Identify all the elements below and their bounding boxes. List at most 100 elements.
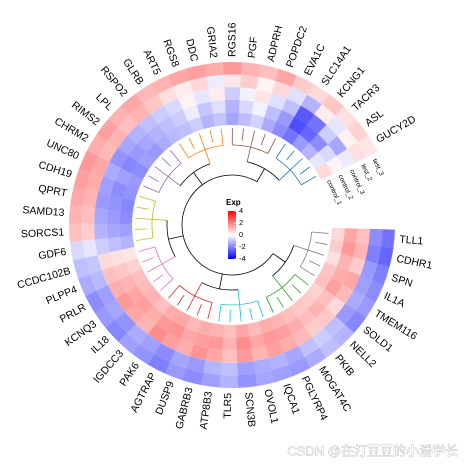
heatmap-cell xyxy=(345,290,365,312)
heatmap-cell xyxy=(157,116,177,135)
heatmap-cell xyxy=(303,347,327,369)
heatmap-cell xyxy=(252,357,273,374)
heatmap-cell xyxy=(291,75,314,95)
heatmap-cell xyxy=(126,285,145,305)
heatmap-cell xyxy=(106,208,121,224)
heatmap-cell xyxy=(298,291,317,309)
sample-label: test_3 xyxy=(371,158,385,177)
heatmap-cell xyxy=(251,101,269,118)
watermark: CSDN @在打豆豆的小潘学长 xyxy=(287,443,458,458)
dendrogram-branch xyxy=(237,289,240,305)
gene-label: GLRB xyxy=(120,57,146,88)
dendrogram-branch xyxy=(276,296,284,308)
heatmap-cell xyxy=(102,161,121,182)
heatmap-cell xyxy=(318,336,341,359)
heatmap-cell xyxy=(157,86,179,106)
dendrogram-branch xyxy=(152,219,168,221)
dendrogram-branch xyxy=(168,285,180,299)
heatmap-cell xyxy=(311,327,333,348)
gene-label: PAK6 xyxy=(117,360,142,388)
heatmap-cell xyxy=(136,133,156,152)
dendrogram-branch xyxy=(311,231,329,234)
heatmap-cell xyxy=(147,353,171,374)
heatmap-cell xyxy=(125,257,143,275)
dendrogram-branch xyxy=(308,260,321,267)
gene-label: IL1A xyxy=(382,290,407,310)
dendrogram-branch xyxy=(281,287,293,302)
heatmap-cell xyxy=(285,316,305,335)
heatmap-cell xyxy=(94,207,108,224)
heatmap-cell xyxy=(268,93,287,111)
heatmap-cell xyxy=(69,222,83,242)
heatmap-cell xyxy=(107,194,123,211)
heatmap-cell xyxy=(291,327,312,346)
heatmap-cell xyxy=(304,318,325,338)
dendrogram-branch xyxy=(299,266,315,277)
heatmap-cell xyxy=(132,343,155,365)
heatmap-cell xyxy=(94,237,110,256)
heatmap-cell xyxy=(72,257,91,279)
heatmap-cell xyxy=(325,296,346,317)
heatmap-cell xyxy=(182,104,201,122)
heatmap-cell xyxy=(314,104,336,125)
heatmap-cell xyxy=(120,93,144,115)
heatmap-cell xyxy=(261,329,280,346)
heatmap-cell xyxy=(113,261,131,280)
dendrogram-branch xyxy=(272,253,286,263)
heatmap-cell xyxy=(306,114,327,134)
heatmap-cell xyxy=(160,332,181,351)
heatmap-cell xyxy=(185,316,202,333)
heatmap-cell xyxy=(249,114,265,130)
heatmap-cell xyxy=(334,284,354,304)
heatmap-cell xyxy=(294,105,315,125)
heatmap-cell xyxy=(225,112,240,126)
heatmap-cell xyxy=(114,167,132,186)
heatmap-cell xyxy=(182,368,204,385)
heatmap-cell xyxy=(120,155,139,174)
dendrogram-branch xyxy=(161,157,171,167)
heatmap-cell xyxy=(268,352,289,371)
heatmap-cell xyxy=(135,314,156,335)
heatmap-cell xyxy=(275,68,297,88)
heatmap-cell xyxy=(174,338,194,357)
heatmap-cell xyxy=(321,94,344,116)
heatmap-cell xyxy=(109,148,129,168)
dendrogram-branch xyxy=(186,295,196,312)
dendrogram-branch xyxy=(160,278,174,291)
heatmap-cell xyxy=(258,64,280,82)
dendrogram-branch xyxy=(293,244,309,251)
heatmap-cell xyxy=(169,109,189,128)
heatmap-cell xyxy=(368,228,383,247)
heatmap-cell xyxy=(200,372,221,388)
heatmap-cell xyxy=(105,298,126,320)
heatmap-cell xyxy=(127,143,147,163)
dendrogram-branch xyxy=(135,228,148,230)
heatmap-cell xyxy=(300,94,322,115)
heatmap-cell xyxy=(317,124,338,145)
heatmap-cell xyxy=(238,112,252,127)
dendrogram-branch xyxy=(292,284,302,294)
heatmap-cell xyxy=(288,116,307,135)
dendrogram-branch xyxy=(257,300,264,318)
heatmap-cell xyxy=(81,223,95,241)
heatmap-cell xyxy=(320,261,337,279)
heatmap-cell xyxy=(78,274,97,297)
heatmap-cell xyxy=(355,228,370,246)
heatmap-cell xyxy=(346,141,367,163)
legend-tick-label: 0 xyxy=(239,230,243,239)
heatmap-cell xyxy=(94,223,108,240)
heatmap-cell xyxy=(239,87,257,102)
heatmap-cell xyxy=(307,299,326,319)
heatmap-cell xyxy=(223,62,243,75)
dendrogram-branch xyxy=(194,282,203,297)
heatmap-cell xyxy=(130,268,148,286)
heatmap-cell xyxy=(279,306,298,324)
heatmap-cell xyxy=(260,117,277,134)
heatmap-cell xyxy=(85,290,106,313)
dendrogram-branch xyxy=(220,128,224,146)
dendrogram-branch xyxy=(289,158,303,171)
heatmap-cell xyxy=(168,68,190,87)
legend-tick-label: 2 xyxy=(239,218,243,227)
dendrogram-branch xyxy=(148,175,159,183)
heatmap-cell xyxy=(124,303,145,324)
